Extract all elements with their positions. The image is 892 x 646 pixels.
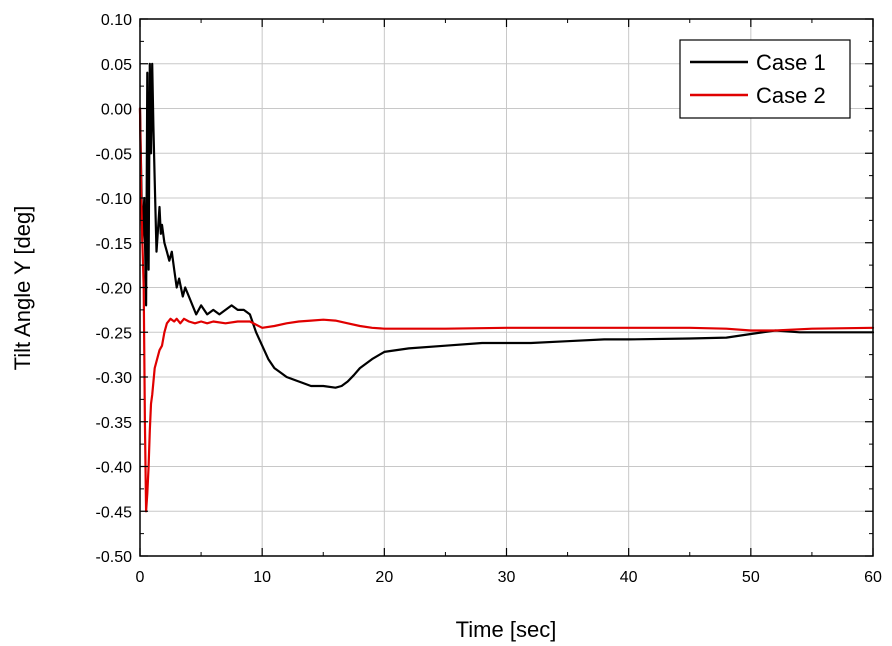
y-tick-label: 0.10 <box>101 12 132 29</box>
legend-box <box>679 39 851 119</box>
x-tick-label: 50 <box>742 569 760 586</box>
axis-ticks <box>139 18 874 557</box>
y-tick-label: -0.30 <box>96 370 133 387</box>
y-tick-label: -0.45 <box>96 504 133 521</box>
y-tick-label: -0.40 <box>96 460 133 477</box>
legend: Case 1 Case 2 <box>679 39 851 119</box>
tick-labels: 0 10 20 30 40 50 60 -0.50 -0.45 -0.40 -0.35 -0.30 -0… <box>96 12 882 586</box>
x-tick-label: 40 <box>620 569 638 586</box>
x-axis-title: Time [sec] <box>456 617 557 642</box>
y-tick-label: 0.00 <box>101 102 132 119</box>
y-tick-label: -0.25 <box>96 325 133 342</box>
x-tick-label: 60 <box>864 569 882 586</box>
x-tick-label: 10 <box>253 569 271 586</box>
y-tick-label: -0.05 <box>96 146 133 163</box>
y-tick-label: -0.10 <box>96 191 133 208</box>
legend-label-case-1: Case 1 <box>756 50 826 75</box>
y-tick-label: -0.35 <box>96 415 133 432</box>
y-tick-label: -0.50 <box>96 549 133 566</box>
series-layer <box>138 62 875 513</box>
series-line-case-2 <box>138 107 875 513</box>
y-tick-label: -0.15 <box>96 236 133 253</box>
y-tick-label: -0.20 <box>96 281 133 298</box>
legend-label-case-2: Case 2 <box>756 83 826 108</box>
x-tick-label: 30 <box>498 569 516 586</box>
y-axis-title: Tilt Angle Y [deg] <box>10 206 35 371</box>
grid-lines <box>140 19 873 556</box>
x-tick-label: 20 <box>375 569 393 586</box>
series-line-case-1 <box>138 62 875 389</box>
y-tick-label: 0.05 <box>101 57 132 74</box>
x-tick-label: 0 <box>136 569 145 586</box>
